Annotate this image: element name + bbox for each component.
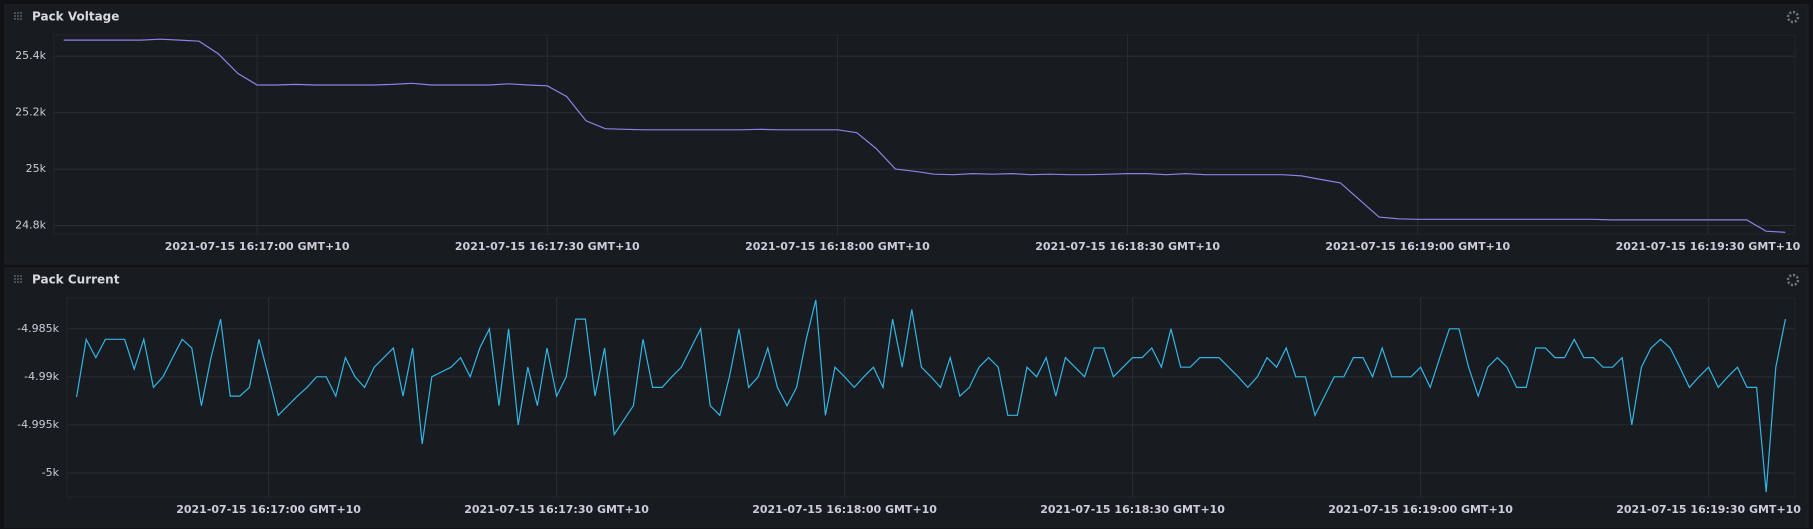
panel [4, 4, 1809, 265]
drag-handle [17, 278, 19, 280]
drag-handle [14, 275, 16, 277]
y-tick-label: 25.4k [15, 49, 46, 62]
drag-handle [20, 278, 22, 280]
drag-handle [20, 281, 22, 283]
x-tick-label: 2021-07-15 16:17:00 GMT+10 [165, 240, 350, 253]
x-tick-label: 2021-07-15 16:19:30 GMT+10 [1616, 240, 1801, 253]
data-line [76, 299, 1786, 493]
data-line [63, 38, 1786, 233]
drag-handle [20, 18, 22, 20]
drag-handle [20, 275, 22, 277]
y-tick-label: 25.2k [15, 106, 46, 119]
x-tick-label: 2021-07-15 16:18:00 GMT+10 [745, 240, 930, 253]
y-tick-label: -4.985k [17, 322, 59, 335]
drag-handle [17, 18, 19, 20]
drag-handle [17, 15, 19, 17]
x-tick-label: 2021-07-15 16:19:00 GMT+10 [1325, 240, 1510, 253]
drag-handle [14, 15, 16, 17]
y-tick-label: -5k [42, 466, 60, 479]
x-tick-label: 2021-07-15 16:19:30 GMT+10 [1616, 503, 1801, 516]
panel [4, 267, 1809, 528]
gear[interactable] [1786, 273, 1800, 287]
x-tick-label: 2021-07-15 16:19:00 GMT+10 [1328, 503, 1513, 516]
drag-handle [14, 278, 16, 280]
y-tick-label: 25k [26, 162, 47, 175]
x-tick-label: 2021-07-15 16:17:30 GMT+10 [455, 240, 640, 253]
drag-handle [17, 275, 19, 277]
gear[interactable] [1786, 10, 1800, 24]
drag-handle [14, 12, 16, 14]
plot-frame [53, 34, 1796, 235]
x-tick-label: 2021-07-15 16:18:30 GMT+10 [1040, 503, 1225, 516]
x-tick-label: 2021-07-15 16:17:30 GMT+10 [464, 503, 649, 516]
drag-handle [20, 12, 22, 14]
y-tick-label: -4.99k [24, 370, 59, 383]
panel-title: Pack Current [32, 273, 120, 287]
y-tick-label: -4.995k [17, 418, 59, 431]
y-tick-label: 24.8k [15, 219, 46, 232]
drag-handle [14, 281, 16, 283]
x-tick-label: 2021-07-15 16:18:00 GMT+10 [752, 503, 937, 516]
x-tick-label: 2021-07-15 16:18:30 GMT+10 [1035, 240, 1220, 253]
plot-frame [66, 297, 1796, 498]
panel-title: Pack Voltage [32, 10, 119, 24]
drag-handle [14, 18, 16, 20]
x-tick-label: 2021-07-15 16:17:00 GMT+10 [176, 503, 361, 516]
drag-handle [20, 15, 22, 17]
drag-handle [17, 281, 19, 283]
settings-icon[interactable] [1786, 273, 1800, 287]
settings-icon[interactable] [1786, 10, 1800, 24]
drag-handle [17, 12, 19, 14]
